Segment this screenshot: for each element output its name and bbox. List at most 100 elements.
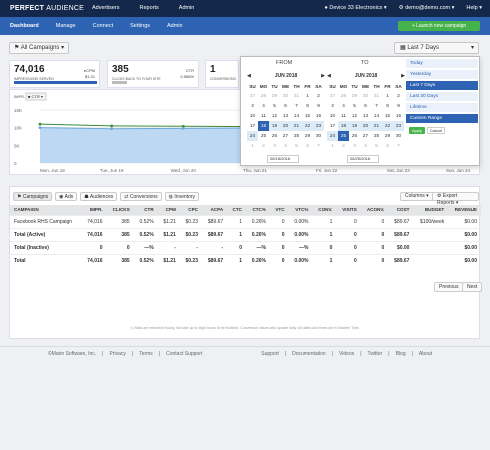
calendar-day[interactable]: 5 [273, 103, 276, 108]
column-header[interactable]: COST [388, 205, 414, 215]
footer-link-support[interactable]: Support [261, 351, 279, 357]
calendar-day[interactable]: 2 [262, 143, 265, 148]
prev-month-icon[interactable]: ◀ [247, 73, 251, 79]
calendar-day[interactable]: 20 [280, 121, 291, 131]
column-header[interactable]: CTC% [246, 205, 270, 215]
calendar-day[interactable]: 3 [353, 143, 356, 148]
calendar-day[interactable]: 1 [306, 93, 309, 98]
campaign-select[interactable]: ⚑ All Campaigns ▾ [9, 42, 69, 54]
calendar-day[interactable]: 15 [304, 113, 311, 118]
calendar-day[interactable]: 16 [395, 113, 402, 118]
calendar-day[interactable]: 4 [364, 143, 367, 148]
calendar-day[interactable]: 26 [351, 133, 358, 138]
previous-button[interactable]: Previous [434, 282, 464, 292]
calendar-day[interactable]: 13 [282, 113, 289, 118]
next-button[interactable]: Next [462, 282, 483, 292]
subnav-settings[interactable]: Settings [130, 23, 150, 29]
subnav-admin[interactable]: Admin [167, 23, 183, 29]
column-header[interactable]: ACPA [201, 205, 228, 215]
calendar-day[interactable]: 1 [386, 93, 389, 98]
calendar-day[interactable]: 11 [261, 113, 266, 118]
topnav-admin[interactable]: Admin [178, 5, 195, 11]
calendar-day[interactable]: 5 [353, 103, 356, 108]
calendar-day[interactable]: 30 [315, 133, 322, 138]
column-header[interactable]: VTC [269, 205, 289, 215]
date-range-select[interactable]: ▦ Last 7 Days ▾ [394, 42, 479, 54]
calendar-day[interactable]: 23 [393, 121, 404, 131]
calendar-day[interactable]: 2 [397, 93, 400, 98]
footer-link-privacy[interactable]: Privacy [109, 351, 126, 357]
calendar-day[interactable]: 31 [373, 93, 380, 98]
topnav-advertisers[interactable]: Advertisers [92, 5, 120, 11]
tab-ads[interactable]: ◉ Ads [55, 192, 78, 201]
column-header[interactable]: ACONV. [360, 205, 389, 215]
calendar-day[interactable]: 3 [251, 103, 254, 108]
calendar-day[interactable]: 28 [260, 93, 267, 98]
calendar-day[interactable]: 21 [371, 121, 382, 131]
calendar-day[interactable]: 29 [384, 133, 391, 138]
calendar-day[interactable]: 9 [397, 103, 400, 108]
preset-today[interactable]: Today [406, 59, 478, 68]
prev-month-icon[interactable]: ◀ [327, 73, 331, 79]
column-header[interactable]: CPC [179, 205, 202, 215]
calendar-day[interactable]: 1 [251, 143, 254, 148]
account-menu[interactable]: ● Device 33 Electronics ▾ [324, 5, 387, 11]
subnav-dashboard[interactable]: Dashboard [10, 23, 39, 29]
calendar-day[interactable]: 29 [304, 133, 311, 138]
footer-link-twitter[interactable]: Twitter [367, 351, 383, 357]
calendar-day[interactable]: 10 [329, 113, 336, 118]
footer-link-blog[interactable]: Blog [395, 351, 406, 357]
subnav-connect[interactable]: Connect [92, 23, 114, 29]
preset-lifetime[interactable]: Lifetime [406, 103, 478, 112]
calendar-day[interactable]: 24 [247, 131, 258, 141]
tab-audiences[interactable]: ☗ Audiences [80, 192, 118, 201]
launch-campaign-button[interactable]: + Launch new campaign [398, 21, 480, 31]
calendar-day[interactable]: 10 [249, 113, 256, 118]
column-header[interactable]: CTR [133, 205, 158, 215]
calendar-day[interactable]: 15 [384, 113, 391, 118]
calendar-day[interactable]: 29 [271, 93, 278, 98]
calendar-day[interactable]: 27 [282, 133, 289, 138]
calendar-day[interactable]: 26 [271, 133, 278, 138]
calendar-day[interactable]: 7 [295, 103, 298, 108]
calendar-day[interactable]: 7 [375, 103, 378, 108]
column-header[interactable]: CLICKS [106, 205, 134, 215]
user-menu[interactable]: ⚙ demo@demo.com ▾ [398, 5, 455, 11]
column-header[interactable]: VISITS [336, 205, 361, 215]
from-date-input[interactable]: 06/18/2018 [267, 155, 299, 163]
calendar-day[interactable]: 16 [315, 113, 322, 118]
to-date-input[interactable]: 06/25/2018 [347, 155, 379, 163]
calendar-day[interactable]: 19 [269, 121, 280, 131]
calendar-day[interactable]: 14 [373, 113, 380, 118]
calendar-day[interactable]: 8 [306, 103, 309, 108]
footer-link-terms[interactable]: Terms [139, 351, 153, 357]
calendar-day[interactable]: 6 [306, 143, 309, 148]
columns-button[interactable]: Columns ▾ [400, 192, 434, 201]
calendar-day[interactable]: 22 [302, 121, 313, 131]
calendar-day[interactable]: 28 [373, 133, 380, 138]
calendar-day[interactable]: 5 [375, 143, 378, 148]
column-header[interactable]: REVENUE [448, 205, 481, 215]
calendar-day[interactable]: 27 [329, 93, 336, 98]
preset-last-30-days[interactable]: Last 30 Days [406, 92, 478, 101]
calendar-day[interactable]: 28 [293, 133, 300, 138]
calendar-day[interactable]: 21 [291, 121, 302, 131]
calendar-day[interactable]: 4 [342, 103, 345, 108]
footer-link-about[interactable]: About [418, 351, 432, 357]
calendar-day[interactable]: 30 [395, 133, 402, 138]
topnav-reports[interactable]: Reports [139, 5, 159, 11]
calendar-day[interactable]: 25 [338, 131, 349, 141]
cancel-button[interactable]: Cancel [427, 127, 445, 134]
calendar-day[interactable]: 24 [327, 131, 338, 141]
calendar-day[interactable]: 6 [284, 103, 287, 108]
calendar-day[interactable]: 7 [397, 143, 400, 148]
calendar-day[interactable]: 31 [293, 93, 300, 98]
calendar-day[interactable]: 2 [342, 143, 345, 148]
column-header[interactable]: CPM [157, 205, 180, 215]
calendar-day[interactable]: 9 [317, 103, 320, 108]
campaign-name-cell[interactable]: Facebook RHS Campaign [10, 214, 82, 228]
calendar-day[interactable]: 20 [360, 121, 371, 131]
calendar-day[interactable]: 17 [249, 123, 256, 128]
preset-custom-range[interactable]: Custom Range [406, 114, 478, 123]
calendar-day[interactable]: 22 [382, 121, 393, 131]
